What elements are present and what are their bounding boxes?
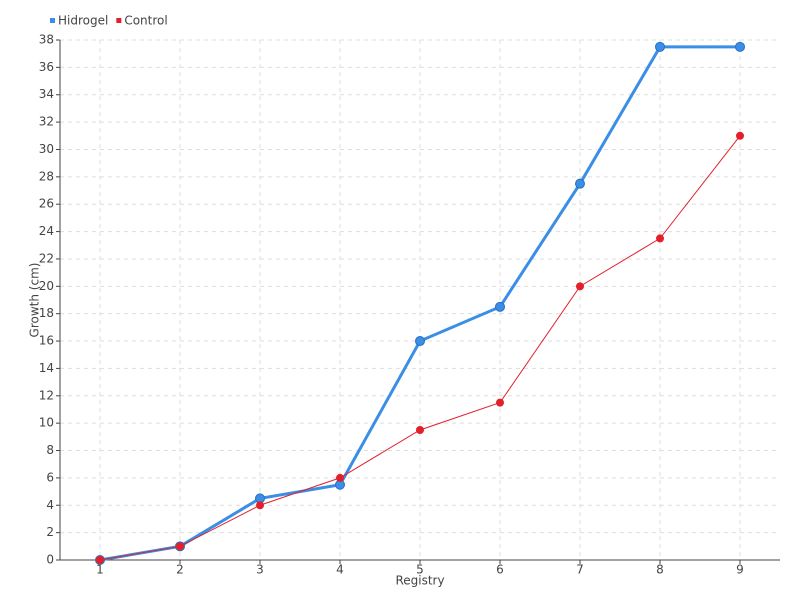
x-tick-label: 5: [416, 563, 424, 577]
data-point: [416, 426, 424, 434]
y-tick-label: 32: [39, 115, 54, 129]
data-point: [176, 542, 184, 551]
x-tick-label: 9: [736, 563, 744, 577]
y-tick-label: 6: [46, 470, 54, 484]
data-point: [736, 131, 744, 140]
y-tick-label: 36: [39, 60, 54, 74]
y-tick-label: 2: [46, 525, 54, 539]
y-tick-label: 16: [39, 334, 54, 348]
data-point: [496, 398, 504, 407]
x-tick-label: 6: [496, 563, 504, 577]
y-tick-label: 34: [39, 87, 54, 101]
y-tick-label: 18: [39, 306, 54, 320]
data-point: [735, 41, 745, 52]
data-point: [495, 301, 505, 312]
y-tick-label: 24: [39, 224, 54, 238]
y-tick-label: 4: [46, 498, 54, 512]
legend-label: Hidrogel: [58, 14, 108, 28]
x-tick-label: 7: [576, 563, 584, 577]
y-tick-label: 8: [46, 443, 54, 457]
y-tick-label: 22: [39, 251, 54, 265]
legend-swatch: [116, 18, 122, 23]
data-point: [655, 41, 665, 52]
x-tick-label: 3: [256, 563, 264, 577]
data-point: [336, 473, 344, 482]
data-point: [575, 178, 585, 189]
y-tick-label: 12: [39, 388, 54, 402]
y-tick-label: 26: [39, 197, 54, 211]
data-point: [256, 501, 264, 510]
y-tick-label: 14: [39, 361, 54, 375]
y-tick-label: 20: [39, 279, 54, 293]
y-tick-label: 28: [39, 169, 54, 183]
legend-label: Control: [124, 14, 167, 28]
x-tick-label: 4: [336, 563, 344, 577]
data-point: [96, 556, 104, 564]
y-tick-label: 10: [39, 416, 54, 430]
y-tick-label: 30: [39, 142, 54, 156]
y-tick-label: 38: [39, 33, 54, 47]
data-point: [415, 336, 425, 347]
y-tick-label: 0: [46, 553, 54, 567]
y-axis-label: Growth (cm): [28, 263, 42, 338]
legend-swatch: [50, 18, 55, 23]
x-tick-label: 1: [96, 563, 104, 577]
x-tick-label: 8: [656, 563, 664, 577]
x-axis-label: Registry: [395, 574, 444, 588]
data-point: [576, 282, 584, 291]
x-tick-label: 2: [176, 563, 184, 577]
data-point: [656, 234, 664, 243]
